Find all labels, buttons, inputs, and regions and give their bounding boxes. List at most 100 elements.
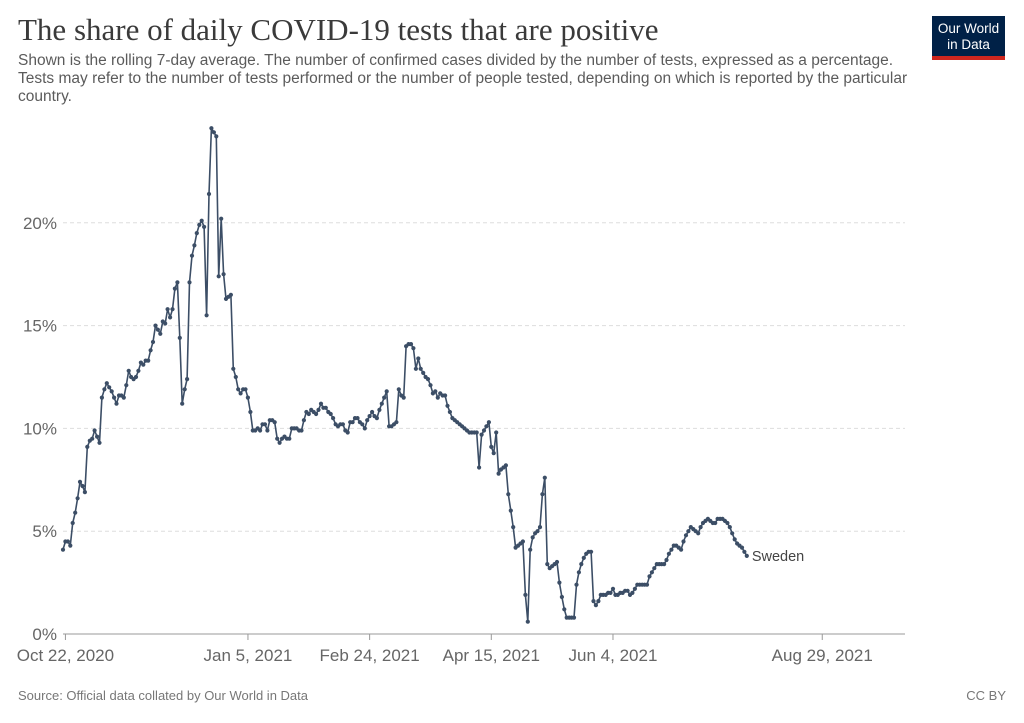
data-point[interactable]	[477, 465, 482, 470]
data-point[interactable]	[384, 389, 389, 394]
data-point[interactable]	[486, 420, 491, 425]
data-point[interactable]	[382, 395, 387, 400]
data-point[interactable]	[155, 327, 160, 332]
data-point[interactable]	[525, 619, 530, 624]
data-point[interactable]	[172, 286, 177, 291]
data-point[interactable]	[576, 570, 582, 575]
data-point[interactable]	[610, 586, 616, 591]
data-point[interactable]	[647, 574, 652, 579]
data-point[interactable]	[350, 420, 355, 425]
data-point[interactable]	[581, 555, 586, 561]
data-point[interactable]	[121, 395, 126, 400]
data-point[interactable]	[496, 471, 501, 476]
data-point[interactable]	[133, 374, 139, 380]
data-point[interactable]	[60, 547, 66, 552]
data-point[interactable]	[238, 391, 243, 396]
data-point[interactable]	[632, 586, 638, 591]
data-point[interactable]	[148, 348, 153, 353]
data-point[interactable]	[146, 358, 151, 363]
data-point[interactable]	[542, 475, 547, 480]
data-point[interactable]	[579, 562, 584, 567]
data-point[interactable]	[187, 280, 192, 285]
data-point[interactable]	[379, 401, 384, 406]
data-point[interactable]	[520, 539, 526, 544]
data-point[interactable]	[625, 588, 630, 593]
data-point[interactable]	[158, 331, 163, 336]
data-point[interactable]	[608, 590, 613, 596]
data-point[interactable]	[494, 430, 499, 435]
data-point[interactable]	[666, 551, 672, 556]
data-point[interactable]	[662, 562, 667, 567]
data-point[interactable]	[545, 562, 550, 567]
data-point[interactable]	[445, 403, 450, 408]
data-point[interactable]	[730, 531, 735, 536]
data-point[interactable]	[104, 381, 109, 386]
data-point[interactable]	[557, 580, 562, 585]
data-point[interactable]	[68, 543, 73, 548]
data-point[interactable]	[75, 496, 80, 501]
data-point[interactable]	[243, 387, 248, 392]
data-point[interactable]	[287, 436, 292, 441]
data-point[interactable]	[182, 387, 187, 392]
data-point[interactable]	[82, 490, 87, 495]
data-point[interactable]	[443, 393, 448, 398]
data-point[interactable]	[92, 428, 97, 433]
data-point[interactable]	[679, 547, 684, 552]
data-point[interactable]	[503, 463, 508, 468]
data-point[interactable]	[696, 531, 701, 536]
data-point[interactable]	[199, 218, 204, 223]
data-point[interactable]	[523, 592, 528, 598]
data-point[interactable]	[630, 590, 635, 596]
data-point[interactable]	[574, 582, 579, 587]
data-point[interactable]	[593, 603, 599, 608]
data-point[interactable]	[301, 418, 306, 423]
data-point[interactable]	[204, 313, 209, 318]
data-point[interactable]	[491, 451, 496, 456]
data-point[interactable]	[168, 315, 173, 320]
data-point[interactable]	[275, 436, 280, 441]
data-point[interactable]	[528, 547, 533, 552]
data-point[interactable]	[418, 366, 423, 371]
data-point[interactable]	[277, 440, 282, 445]
data-point[interactable]	[562, 607, 567, 612]
data-point[interactable]	[219, 216, 224, 221]
data-point[interactable]	[681, 539, 686, 544]
data-point[interactable]	[214, 134, 219, 139]
data-point[interactable]	[435, 395, 440, 400]
data-point[interactable]	[70, 520, 75, 526]
data-point[interactable]	[221, 272, 226, 277]
data-point[interactable]	[95, 434, 100, 439]
data-point[interactable]	[644, 582, 650, 587]
data-point[interactable]	[216, 274, 221, 279]
data-point[interactable]	[727, 525, 732, 530]
data-point[interactable]	[73, 510, 78, 515]
data-point[interactable]	[589, 549, 594, 554]
data-point[interactable]	[713, 520, 718, 526]
data-point[interactable]	[109, 389, 114, 394]
data-point[interactable]	[150, 339, 156, 345]
data-point[interactable]	[323, 405, 328, 410]
data-point[interactable]	[365, 418, 370, 423]
data-point[interactable]	[664, 557, 669, 563]
data-point[interactable]	[328, 411, 333, 417]
data-point[interactable]	[209, 126, 214, 131]
data-point[interactable]	[479, 432, 484, 437]
data-point[interactable]	[742, 549, 747, 554]
series-label-sweden[interactable]: Sweden	[752, 549, 804, 565]
data-point[interactable]	[85, 444, 90, 449]
data-point[interactable]	[306, 411, 311, 417]
data-point[interactable]	[370, 409, 375, 415]
data-point[interactable]	[511, 525, 516, 530]
data-point[interactable]	[484, 424, 489, 429]
data-point[interactable]	[559, 594, 565, 600]
data-point[interactable]	[652, 566, 657, 571]
data-point[interactable]	[175, 280, 180, 285]
data-point[interactable]	[508, 508, 513, 513]
data-point[interactable]	[686, 529, 691, 534]
data-point[interactable]	[236, 387, 241, 392]
data-point[interactable]	[233, 374, 238, 380]
data-point[interactable]	[669, 547, 674, 552]
data-point[interactable]	[683, 533, 689, 538]
data-point[interactable]	[165, 307, 170, 312]
data-point[interactable]	[481, 428, 487, 433]
